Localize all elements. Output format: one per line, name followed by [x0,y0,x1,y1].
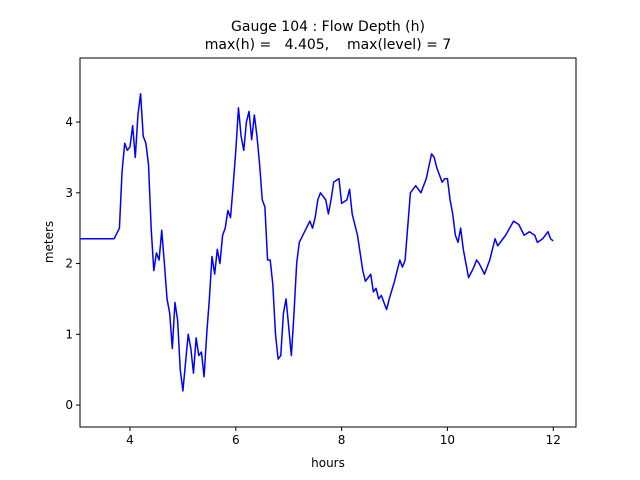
y-tick-label: 1 [65,327,73,341]
plot-frame [79,57,577,428]
x-tick-label: 4 [126,433,134,447]
data-line [80,92,554,392]
y-tick-label: 4 [65,115,73,129]
x-tick-label: 12 [546,433,561,447]
y-tick-label: 3 [65,186,73,200]
y-axis-label: meters [42,221,56,263]
y-tick-label: 2 [65,257,73,271]
x-axis-label: hours [311,456,345,470]
x-tick-label: 8 [338,433,346,447]
x-tick-label: 10 [440,433,455,447]
chart-subtitle: max(h) = 4.405, max(level) = 7 [205,37,451,53]
x-tick-label: 6 [232,433,240,447]
chart-title: Gauge 104 : Flow Depth (h) [231,19,425,35]
y-tick-label: 0 [65,398,73,412]
